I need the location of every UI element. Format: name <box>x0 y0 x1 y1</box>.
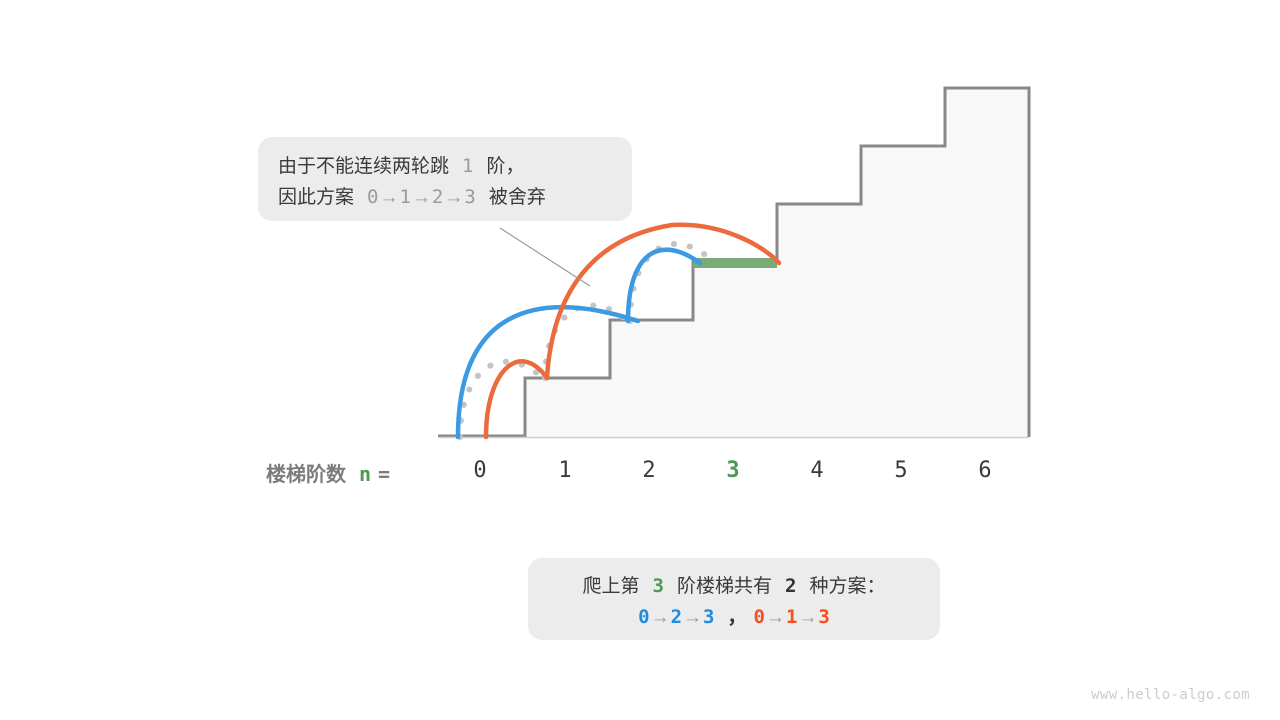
plan-a-arrow-icon-1: → <box>650 607 670 628</box>
plan-a-node-1: 2 <box>670 606 683 628</box>
note-line1-suffix: 阶， <box>486 156 525 177</box>
axis-equals-sign: = <box>378 462 391 486</box>
note-arrow-icon-2: → <box>411 187 431 208</box>
axis-tick-6: 6 <box>978 458 992 483</box>
callout-pointer-line <box>499 227 591 287</box>
note-line1-prefix: 由于不能连续两轮跳 <box>278 156 450 177</box>
plan-separator: ， <box>727 607 747 628</box>
axis-tick-4: 4 <box>810 458 824 483</box>
note-path-node-0: 0 <box>367 186 379 208</box>
plan-a-path <box>455 247 703 440</box>
note-line-2: 因此方案 0→1→2→3 被舍弃 <box>278 182 612 213</box>
note-arrow-icon-3: → <box>444 187 464 208</box>
summary-line-2: 0→2→3， 0→1→3 <box>528 602 940 633</box>
summary-step-number: 3 <box>652 575 664 597</box>
plan-b-arrow-icon-1: → <box>765 607 785 628</box>
note-path-node-3: 3 <box>464 186 476 208</box>
watermark: www.hello-algo.com <box>1091 687 1250 703</box>
summary-middle: 阶楼梯共有 <box>676 576 772 597</box>
plan-a-node-2: 3 <box>703 606 715 628</box>
note-path-node-1: 1 <box>399 186 411 208</box>
note-line2-prefix: 因此方案 <box>278 187 355 208</box>
plan-b-node-0: 0 <box>753 606 765 628</box>
plan-b-node-1: 1 <box>785 606 798 628</box>
plan-b-path <box>483 222 782 440</box>
summary-suffix: 种方案： <box>809 576 886 597</box>
axis-tick-2: 2 <box>642 458 656 483</box>
plan-b-node-2: 3 <box>818 606 830 628</box>
summary-count: 2 <box>785 575 797 597</box>
summary-callout: 爬上第 3 阶楼梯共有 2 种方案： 0→2→3， 0→1→3 <box>528 558 940 640</box>
axis-title-text: 楼梯阶数 <box>266 464 346 486</box>
summary-line-1: 爬上第 3 阶楼梯共有 2 种方案： <box>528 571 940 602</box>
plan-a-arrow-icon-2: → <box>683 607 703 628</box>
plan-b-arrow-icon-2: → <box>798 607 818 628</box>
note-arrow-icon-1: → <box>379 187 399 208</box>
discard-note-callout: 由于不能连续两轮跳 1 阶， 因此方案 0→1→2→3 被舍弃 <box>258 137 632 221</box>
axis-tick-1: 1 <box>558 458 572 483</box>
axis-variable-n: n <box>359 462 372 486</box>
axis-tick-5: 5 <box>894 458 908 483</box>
plan-a-node-0: 0 <box>638 606 650 628</box>
note-line1-number: 1 <box>462 155 474 177</box>
axis-title: 楼梯阶数 n = <box>266 458 390 487</box>
summary-prefix: 爬上第 <box>582 576 640 597</box>
axis-tick-3: 3 <box>726 458 740 483</box>
note-line2-suffix: 被舍弃 <box>488 187 546 208</box>
axis-tick-0: 0 <box>473 458 487 483</box>
axis-label-row: 楼梯阶数 n = 0 1 2 3 4 5 6 <box>0 458 1280 492</box>
note-path-node-2: 2 <box>431 186 444 208</box>
note-line-1: 由于不能连续两轮跳 1 阶， <box>278 151 612 182</box>
